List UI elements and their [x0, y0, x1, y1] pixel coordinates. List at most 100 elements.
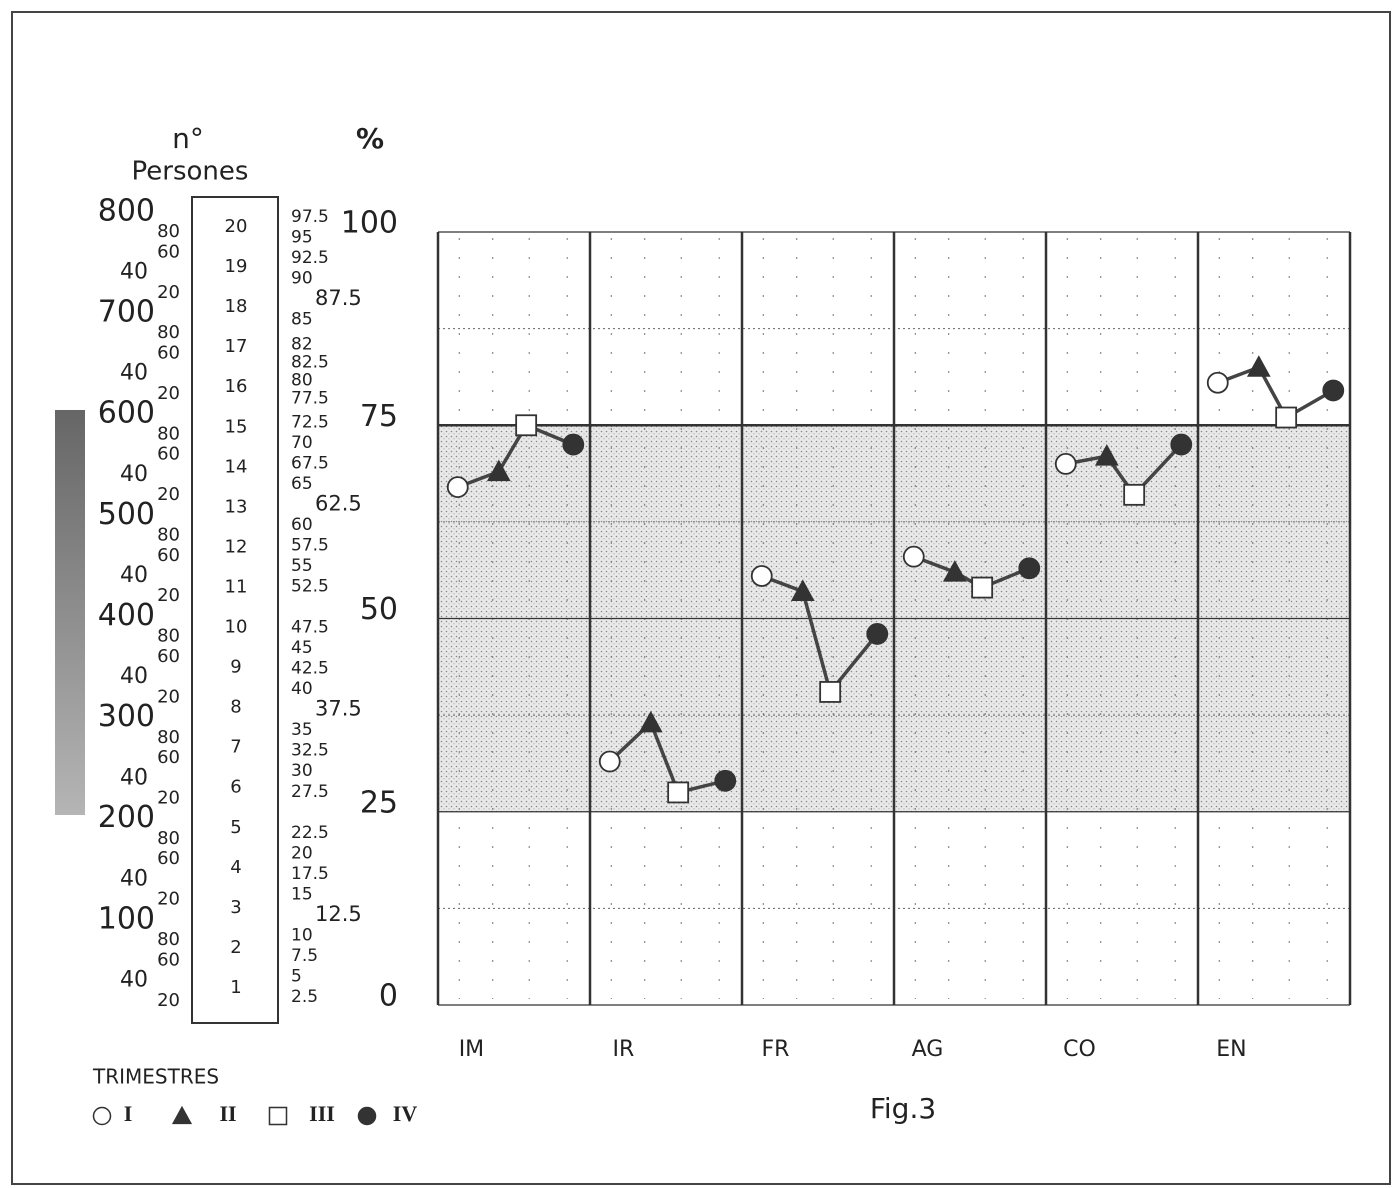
legend-label: IV [393, 1101, 418, 1126]
y-tick-label: 100 [341, 206, 398, 241]
persons-tick-label: 20 [157, 990, 180, 1011]
persons-tick-label: 60 [157, 241, 180, 262]
percent-tick-label: 27.5 [291, 782, 329, 802]
percent-tick-label: 52.5 [291, 577, 329, 597]
data-point [1206, 371, 1229, 394]
data-point [515, 414, 538, 437]
frame [11, 11, 1391, 1185]
persons-tick-label: 40 [120, 968, 148, 993]
data-point [1054, 452, 1077, 475]
percent-tick-label: 47.5 [291, 618, 329, 638]
percent-tick-label: 90 [291, 269, 313, 289]
count-tick-label: 14 [225, 456, 248, 477]
data-point [1275, 406, 1298, 429]
legend-symbol [171, 1105, 193, 1125]
y-axis-label: % [356, 122, 384, 155]
percent-tick-label: 82 [291, 334, 313, 354]
count-tick-label: 9 [230, 657, 241, 678]
y-tick-label: 0 [379, 979, 398, 1014]
persons-tick-label: 80 [157, 626, 180, 647]
persons-tick-label: 80 [157, 322, 180, 343]
data-point [598, 750, 621, 773]
percent-tick-label: 82.5 [291, 352, 329, 372]
x-tick-label: IM [459, 1037, 484, 1062]
persons-tick-label: 20 [157, 484, 180, 505]
data-point [638, 710, 663, 733]
count-tick-label: 15 [225, 416, 248, 437]
data-point [971, 576, 994, 599]
percent-tick-label: 57.5 [291, 535, 329, 555]
percent-tick-label: 55 [291, 556, 313, 576]
persons-tick-label: 40 [120, 260, 148, 285]
percent-tick-label: 42.5 [291, 659, 329, 679]
gray-scale-bar [55, 410, 85, 815]
x-tick-label: AG [912, 1037, 944, 1062]
count-tick-label: 11 [225, 576, 248, 597]
x-tick-label: IR [613, 1037, 635, 1062]
trend-line [1217, 365, 1335, 420]
percent-tick-label: 35 [291, 720, 313, 740]
persons-tick-label: 80 [157, 727, 180, 748]
percent-tick-label: 40 [291, 679, 313, 699]
data-point [714, 769, 737, 792]
percent-tick-label: 32.5 [291, 741, 329, 761]
data-point [942, 560, 967, 582]
count-tick-label: 19 [225, 256, 248, 277]
chart-title: Fig.3 [870, 1092, 936, 1125]
persons-tick-label: 60 [157, 747, 180, 768]
persons-tick-label: 400 [98, 598, 155, 633]
percent-tick-label: 70 [291, 433, 313, 453]
trend-line [1065, 443, 1183, 498]
data-point [446, 476, 469, 498]
legend-title: TRIMESTRES [92, 1065, 219, 1089]
count-tick-label: 16 [225, 376, 248, 397]
count-tick-label: 17 [225, 336, 248, 357]
percent-tick-label: 72.5 [291, 412, 329, 432]
persons-tick-label: 80 [157, 525, 180, 546]
count-box [191, 196, 279, 1024]
persons-tick-label: 60 [157, 444, 180, 465]
persons-tick-label: 60 [157, 949, 180, 970]
persons-tick-label: 20 [157, 282, 180, 303]
count-tick-label: 1 [230, 977, 241, 998]
percent-tick-label: 15 [291, 884, 313, 904]
persons-tick-label: 80 [157, 221, 180, 242]
y-tick-label: 75 [360, 399, 398, 434]
percent-tick-label: 37.5 [315, 697, 362, 721]
data-point [819, 681, 842, 703]
data-point [1322, 379, 1345, 402]
data-point [750, 565, 773, 587]
percent-tick-label: 97.5 [291, 207, 329, 227]
trend-line [608, 719, 726, 795]
persons-tick-label: 20 [157, 787, 180, 808]
persons-tick-label: 40 [120, 866, 148, 891]
persons-tick-label: 60 [157, 646, 180, 667]
percent-tick-label: 80 [291, 370, 313, 390]
percent-tick-label: 45 [291, 638, 313, 658]
trend-line [457, 423, 574, 489]
trend-line [913, 555, 1030, 590]
persons-tick-label: 20 [157, 889, 180, 910]
persons-tick-label: 200 [98, 800, 155, 835]
persons-tick-label: 80 [157, 828, 180, 849]
persons-tick-label: 600 [98, 396, 155, 431]
x-tick-label: CO [1063, 1037, 1096, 1062]
count-tick-label: 12 [225, 536, 248, 557]
legend-label: II [219, 1101, 236, 1126]
count-label: Persones [132, 157, 249, 187]
data-point [1018, 557, 1041, 580]
percent-tick-label: 22.5 [291, 823, 329, 843]
data-point [1094, 444, 1119, 466]
persons-tick-label: 500 [98, 497, 155, 532]
percent-tick-label: 7.5 [291, 946, 318, 966]
percent-tick-label: 17.5 [291, 864, 329, 884]
data-point [1170, 433, 1193, 456]
count-tick-label: 10 [225, 617, 248, 638]
persons-tick-label: 60 [157, 545, 180, 566]
legend-symbol [357, 1106, 377, 1126]
data-point [1123, 483, 1146, 506]
x-tick-label: EN [1216, 1037, 1246, 1062]
persons-tick-label: 100 [98, 901, 155, 936]
percent-tick-label: 87.5 [315, 286, 362, 310]
